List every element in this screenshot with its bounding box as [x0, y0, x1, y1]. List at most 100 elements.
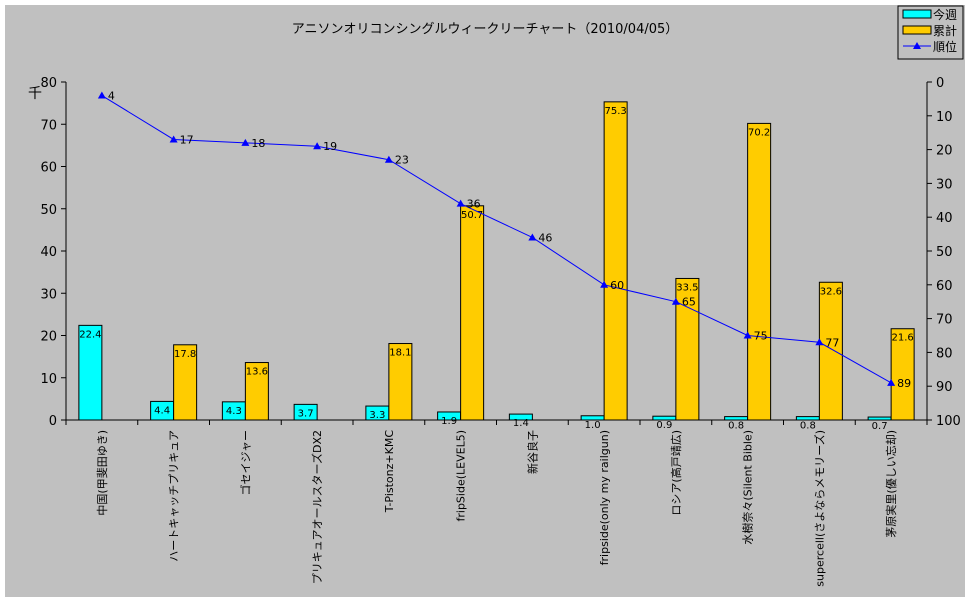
y2-tick-label: 90	[936, 380, 953, 395]
rank-data-label: 4	[108, 90, 115, 103]
bar-data-label: 0.9	[656, 420, 672, 431]
bar-data-label: 1.0	[585, 420, 601, 431]
y-axis-label: 千	[28, 86, 42, 102]
x-tick-label: fripSide(LEVEL5)	[455, 430, 468, 522]
x-tick-label: 茅原実里(優しい忘却)	[884, 430, 898, 538]
y-tick-label: 80	[40, 76, 57, 91]
bar-data-label: 33.5	[676, 282, 698, 293]
bar-data-label: 0.7	[872, 421, 888, 432]
x-tick-label: T-Pistonz+KMC	[383, 430, 396, 514]
bar-data-label: 17.8	[174, 349, 196, 360]
y2-tick-label: 0	[936, 76, 944, 91]
y2-tick-label: 50	[936, 245, 953, 260]
weekly-bar	[867, 416, 892, 421]
bar-data-label: 32.6	[820, 286, 842, 297]
x-tick-label: 中国(甲斐田ゆき)	[96, 430, 109, 516]
rank-point	[456, 199, 465, 207]
chart-area	[5, 5, 965, 597]
bar-data-label: 4.3	[226, 406, 242, 417]
rank-point	[743, 331, 752, 339]
y-tick-label: 50	[40, 203, 57, 218]
x-tick-label: 水樹奈々(Silent Bible)	[741, 430, 755, 545]
x-tick-label: 新谷良子	[525, 430, 539, 474]
x-tick-label: プリキュアオールスターズDX2	[310, 430, 324, 584]
bar-data-label: 3.7	[298, 408, 314, 419]
cumulative-bar	[460, 205, 485, 421]
legend-swatch	[902, 25, 932, 35]
rank-data-label: 60	[610, 279, 624, 292]
x-tick-label: ゴセイジャー	[238, 430, 252, 495]
rank-line	[101, 95, 892, 384]
y-tick-label: 20	[40, 330, 57, 345]
rank-point	[815, 338, 824, 346]
cumulative-bar	[747, 122, 772, 421]
cumulative-bar	[818, 281, 843, 421]
bar-data-label: 3.3	[369, 410, 385, 421]
rank-data-label: 89	[897, 377, 911, 390]
weekly-bar	[293, 403, 318, 421]
rank-point	[313, 142, 322, 150]
cumulative-bar	[603, 101, 628, 421]
rank-point	[887, 378, 896, 386]
rank-point	[384, 155, 393, 163]
weekly-bar	[508, 413, 533, 421]
y2-tick-label: 60	[936, 279, 953, 294]
rank-data-label: 75	[754, 330, 768, 343]
cumulative-bar	[890, 328, 915, 421]
y-tick-label: 30	[40, 287, 57, 302]
rank-data-label: 19	[323, 140, 337, 153]
rank-point	[600, 280, 609, 288]
bar-data-label: 70.2	[748, 127, 770, 138]
bar-data-label: 1.4	[513, 418, 529, 429]
x-tick-label: ロシア(高戸靖広)	[669, 430, 683, 516]
bar-data-label: 1.9	[441, 416, 457, 427]
chart-title: アニソンオリコンシングルウィークリーチャート（2010/04/05）	[292, 22, 679, 37]
bar-data-label: 0.8	[728, 421, 744, 432]
bar-data-label: 21.6	[891, 333, 913, 344]
rank-point	[97, 91, 106, 99]
rank-point	[241, 138, 250, 146]
rank-point	[528, 233, 537, 241]
y-tick-label: 10	[40, 372, 57, 387]
rank-data-label: 46	[538, 231, 552, 244]
legend-swatch	[902, 9, 932, 19]
y2-tick-label: 70	[936, 313, 953, 328]
cumulative-bar	[388, 343, 413, 421]
y-tick-label: 70	[40, 118, 57, 133]
x-tick-label: supercell(さよならメモリーズ)	[812, 430, 826, 587]
rank-data-label: 17	[180, 133, 194, 146]
legend-label: 今週	[933, 7, 957, 22]
y-tick-label: 40	[40, 245, 57, 260]
weekly-bar	[78, 324, 103, 421]
weekly-bar	[724, 416, 749, 421]
legend-label: 順位	[933, 39, 957, 54]
rank-data-label: 77	[825, 336, 839, 349]
bar-data-label: 22.4	[79, 329, 101, 340]
rank-data-label: 36	[467, 198, 481, 211]
y2-tick-label: 40	[936, 211, 953, 226]
bar-data-label: 0.8	[800, 421, 816, 432]
legend-marker	[913, 42, 921, 49]
rank-data-label: 18	[251, 137, 265, 150]
x-tick-label: ハートキャッチプリキュア	[168, 430, 181, 562]
rank-data-label: 23	[395, 154, 409, 167]
cumulative-bar	[675, 277, 700, 421]
weekly-bar	[795, 416, 820, 421]
y2-tick-label: 80	[936, 346, 953, 361]
rank-point	[169, 135, 178, 143]
y2-tick-label: 20	[936, 144, 953, 159]
bar-data-label: 13.6	[246, 367, 268, 378]
bar-data-label: 50.7	[461, 210, 483, 221]
legend-label: 累計	[933, 23, 957, 38]
y-tick-label: 60	[40, 161, 57, 176]
y2-tick-label: 100	[936, 414, 961, 429]
cumulative-bar	[173, 344, 198, 421]
x-tick-label: fripside(only my railgun)	[598, 430, 611, 565]
y2-tick-label: 10	[936, 110, 953, 125]
cumulative-bar	[244, 362, 269, 421]
rank-point	[671, 297, 680, 305]
bar-data-label: 75.3	[604, 106, 626, 117]
y2-tick-label: 30	[936, 177, 953, 192]
